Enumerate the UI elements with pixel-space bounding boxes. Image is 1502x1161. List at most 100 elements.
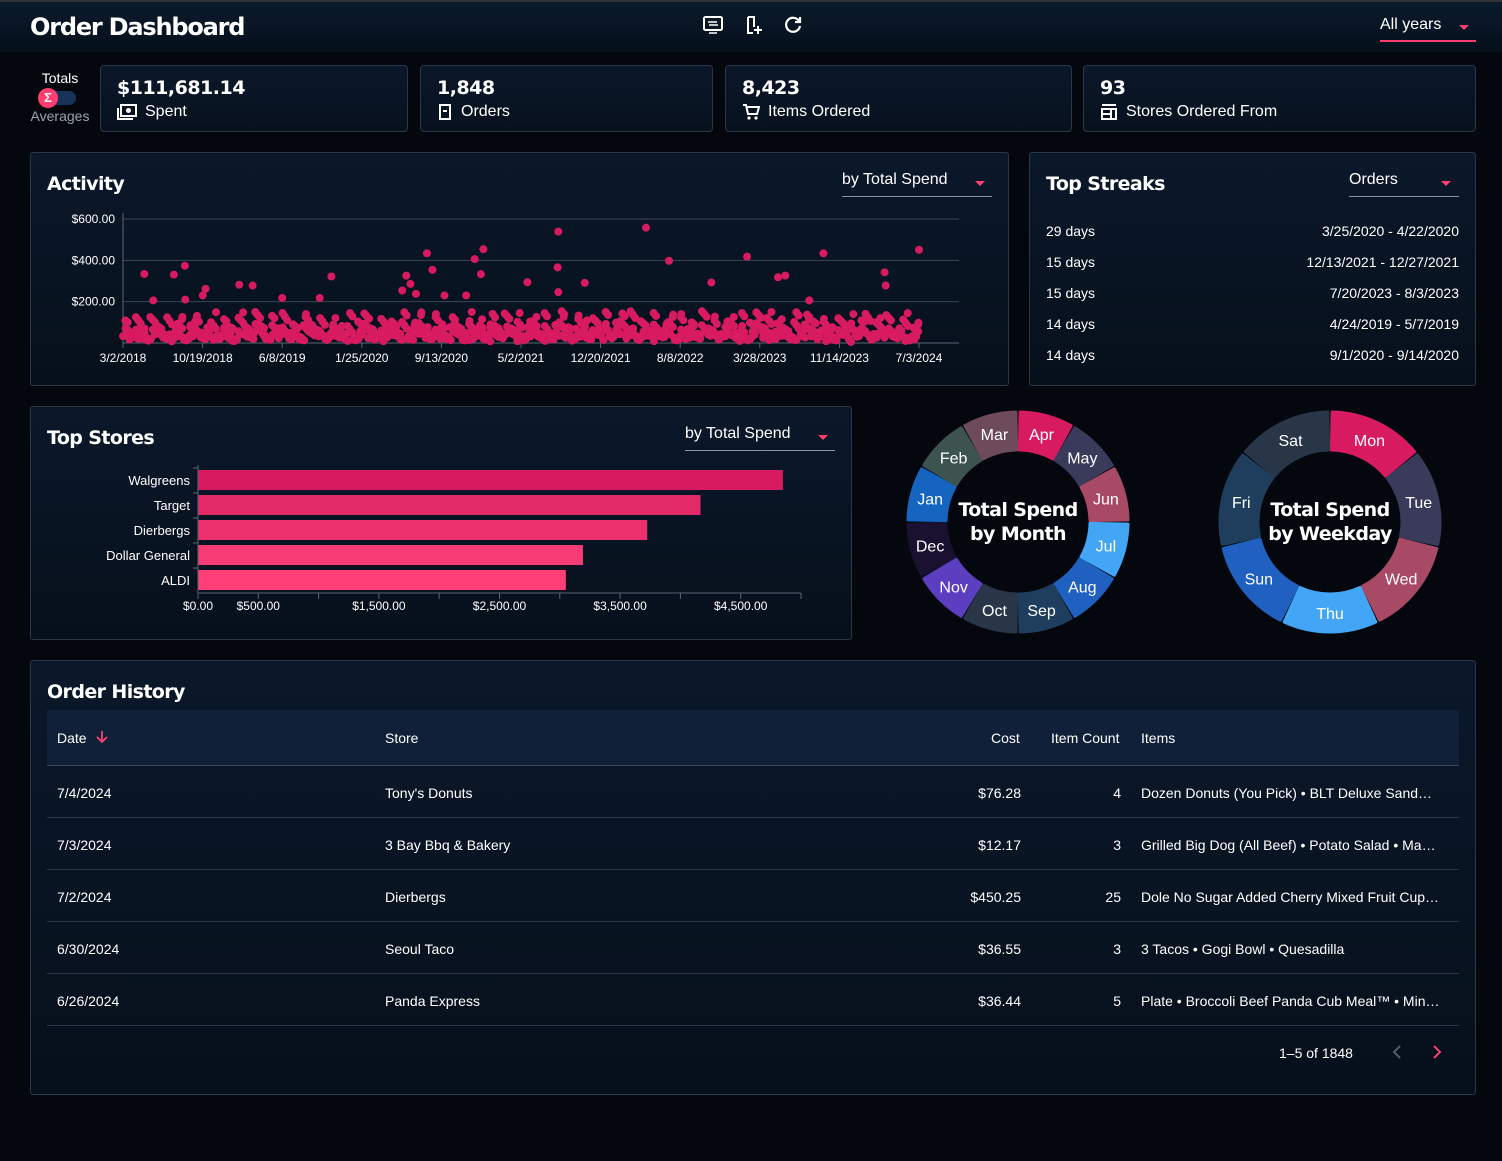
stat-label: Orders bbox=[461, 103, 510, 120]
data-point bbox=[253, 325, 262, 334]
data-point bbox=[813, 335, 822, 344]
stat-card-orders: 1,848 Orders bbox=[420, 65, 713, 132]
data-point bbox=[576, 318, 585, 327]
data-point bbox=[840, 321, 849, 330]
data-point bbox=[218, 332, 227, 341]
data-point bbox=[404, 334, 413, 343]
data-point bbox=[327, 331, 336, 340]
data-point bbox=[316, 327, 325, 336]
data-point bbox=[817, 326, 826, 335]
data-point bbox=[819, 329, 828, 338]
totals-averages-toggle[interactable]: Totals Σ Averages bbox=[30, 70, 90, 124]
data-point bbox=[805, 296, 814, 305]
column-header-items[interactable]: Items bbox=[1141, 730, 1176, 746]
data-point bbox=[786, 334, 795, 343]
data-point bbox=[735, 336, 744, 345]
data-point bbox=[410, 320, 419, 329]
table-row[interactable]: 6/30/2024 Seoul Taco $36.55 3 3 Tacos • … bbox=[47, 922, 1459, 974]
segment-label: Jan bbox=[917, 491, 943, 508]
data-point bbox=[709, 326, 718, 335]
data-point bbox=[501, 330, 510, 339]
year-filter-select[interactable]: All years bbox=[1380, 16, 1476, 42]
data-point bbox=[847, 319, 856, 328]
activity-sort-select[interactable]: by Total Spend bbox=[842, 171, 992, 197]
toggle-track[interactable]: Σ bbox=[38, 88, 76, 108]
data-point bbox=[763, 331, 772, 340]
data-point bbox=[813, 332, 822, 341]
data-point bbox=[180, 335, 189, 344]
data-point bbox=[430, 328, 439, 337]
streaks-sort-select[interactable]: Orders bbox=[1349, 171, 1459, 197]
data-point bbox=[280, 312, 289, 321]
data-point bbox=[178, 312, 187, 321]
data-point bbox=[184, 334, 193, 343]
data-point bbox=[373, 332, 382, 341]
data-point bbox=[151, 328, 160, 337]
data-point bbox=[692, 332, 701, 341]
data-point bbox=[331, 324, 340, 333]
data-point bbox=[393, 328, 402, 337]
data-point bbox=[507, 324, 516, 333]
data-point bbox=[851, 330, 860, 339]
data-point bbox=[805, 325, 814, 334]
data-point bbox=[402, 311, 411, 320]
data-point bbox=[287, 335, 296, 344]
data-point bbox=[532, 312, 541, 321]
column-header-date[interactable]: Date bbox=[57, 730, 87, 746]
add-receipt-icon[interactable] bbox=[743, 14, 765, 36]
refresh-icon[interactable] bbox=[782, 14, 804, 36]
data-point bbox=[354, 334, 363, 343]
data-point bbox=[167, 337, 176, 346]
data-point bbox=[794, 324, 803, 333]
data-point bbox=[415, 329, 424, 338]
data-point bbox=[213, 334, 222, 343]
data-point bbox=[422, 249, 431, 258]
data-point bbox=[891, 333, 900, 342]
data-point bbox=[849, 310, 858, 319]
data-point bbox=[641, 223, 650, 232]
data-point bbox=[549, 335, 558, 344]
data-point bbox=[689, 330, 698, 339]
table-row[interactable]: 7/4/2024 Tony's Donuts $76.28 4 Dozen Do… bbox=[47, 766, 1459, 818]
data-point bbox=[450, 328, 459, 337]
streak-length: 14 days bbox=[1046, 316, 1096, 332]
data-point bbox=[557, 321, 566, 330]
data-point bbox=[419, 324, 428, 333]
table-row[interactable]: 7/3/2024 3 Bay Bbq & Bakery $12.17 3 Gri… bbox=[47, 818, 1459, 870]
donut-segment-thu bbox=[1282, 585, 1378, 634]
data-point bbox=[719, 330, 728, 339]
data-point bbox=[868, 335, 877, 344]
data-point bbox=[186, 323, 195, 332]
data-point bbox=[241, 329, 250, 338]
table-row[interactable]: 6/26/2024 Panda Express $36.44 5 Plate •… bbox=[47, 974, 1459, 1026]
data-point bbox=[417, 321, 426, 330]
data-point bbox=[391, 327, 400, 336]
data-point bbox=[767, 308, 776, 316]
data-point bbox=[522, 334, 531, 343]
next-page-icon[interactable] bbox=[1431, 1044, 1443, 1060]
data-point bbox=[693, 333, 702, 342]
data-point bbox=[448, 313, 457, 322]
table-row[interactable]: 7/2/2024 Dierbergs $450.25 25 Dole No Su… bbox=[47, 870, 1459, 922]
previous-page-icon[interactable] bbox=[1391, 1044, 1403, 1060]
bar-label: Dierbergs bbox=[134, 523, 191, 538]
data-point bbox=[226, 323, 235, 332]
data-point bbox=[402, 324, 411, 333]
data-point bbox=[274, 334, 283, 343]
display-settings-icon[interactable] bbox=[702, 14, 724, 36]
column-header-store[interactable]: Store bbox=[385, 730, 419, 746]
data-point bbox=[499, 333, 508, 342]
data-point bbox=[834, 326, 843, 335]
data-point bbox=[397, 335, 406, 344]
data-point bbox=[785, 332, 794, 341]
stores-sort-select[interactable]: by Total Spend bbox=[685, 425, 835, 451]
data-point bbox=[240, 330, 249, 339]
data-point bbox=[765, 328, 774, 337]
sort-descending-icon[interactable] bbox=[95, 730, 109, 744]
column-header-item-count[interactable]: Item Count bbox=[1051, 730, 1120, 746]
activity-panel: Activity by Total Spend $600.00 $400.00 $2… bbox=[30, 152, 1009, 386]
column-header-cost[interactable]: Cost bbox=[991, 730, 1020, 746]
data-point bbox=[181, 295, 190, 304]
data-point bbox=[409, 335, 418, 344]
data-point bbox=[491, 313, 500, 322]
